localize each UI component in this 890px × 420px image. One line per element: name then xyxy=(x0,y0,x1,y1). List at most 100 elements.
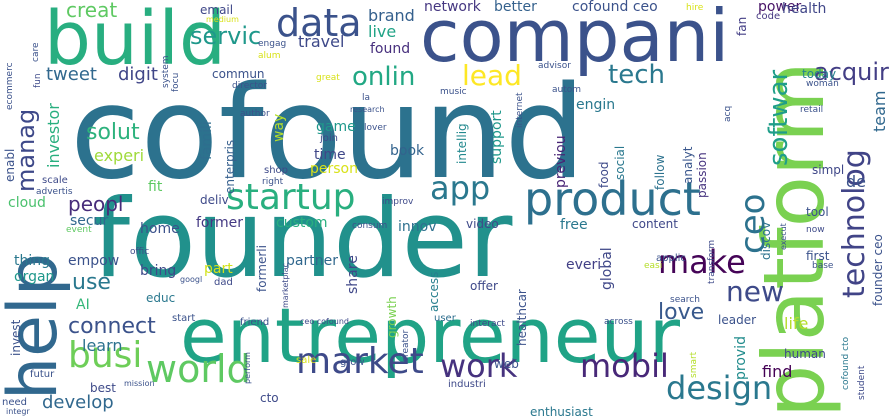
word: network xyxy=(424,0,481,15)
word: easi xyxy=(644,261,663,271)
word: better xyxy=(494,0,537,15)
word: busi xyxy=(68,335,143,376)
word: tweet xyxy=(46,64,97,85)
word: formerli xyxy=(255,245,269,292)
word: interact xyxy=(470,319,505,329)
word: app xyxy=(430,169,491,207)
word: former xyxy=(196,215,244,231)
word: friend xyxy=(240,317,270,328)
word: build xyxy=(44,0,226,82)
word: grow xyxy=(340,357,365,368)
word: team xyxy=(870,90,889,132)
word: time xyxy=(314,147,346,163)
word: woman xyxy=(806,79,839,89)
word: event xyxy=(66,225,92,235)
word: follow xyxy=(653,154,667,190)
word: food xyxy=(597,161,611,188)
word: product xyxy=(524,172,701,226)
word: enthusiast xyxy=(530,405,593,419)
word: first xyxy=(806,249,830,263)
word: execut xyxy=(779,223,788,250)
word: user xyxy=(434,313,456,324)
word: previou xyxy=(553,135,569,188)
word: learn xyxy=(82,336,123,355)
word: content xyxy=(632,217,678,231)
word: focu xyxy=(171,72,181,92)
word: lover xyxy=(364,123,387,133)
word: power xyxy=(758,0,802,15)
word: system xyxy=(161,55,171,88)
word: live xyxy=(368,22,397,41)
word: growth xyxy=(385,296,399,338)
word: experi xyxy=(94,146,145,165)
word: find xyxy=(762,362,793,381)
word: secur xyxy=(70,213,109,229)
word: health xyxy=(782,1,827,17)
word: ceo cofound xyxy=(300,317,349,326)
word: marketplac xyxy=(281,263,290,308)
word: softwar xyxy=(764,69,794,166)
word: sale xyxy=(296,355,317,366)
word: passion xyxy=(695,152,709,198)
word: access xyxy=(427,271,441,312)
word: futur xyxy=(30,369,55,380)
word: share xyxy=(345,255,361,294)
word: transform xyxy=(707,239,717,284)
word: scale xyxy=(42,175,68,186)
word: care xyxy=(31,42,41,62)
word: connect xyxy=(68,314,156,339)
word: peopl xyxy=(68,192,124,216)
word: AI xyxy=(76,297,90,313)
word: use xyxy=(72,270,111,295)
word: advisor xyxy=(538,61,571,71)
word: fan xyxy=(735,16,749,36)
word: develop xyxy=(42,392,114,413)
word: digit xyxy=(118,64,158,85)
word: industri xyxy=(448,379,486,390)
word: founder ceo xyxy=(871,234,885,306)
word: director xyxy=(232,81,267,91)
word: educ xyxy=(146,291,176,305)
word: googl xyxy=(180,275,203,284)
word: cto xyxy=(260,391,279,405)
word: healthcar xyxy=(515,289,529,346)
word: deliv xyxy=(200,193,229,207)
word: engag xyxy=(258,39,287,49)
word: acq xyxy=(723,105,733,122)
word: famili xyxy=(199,121,215,160)
word: tech xyxy=(608,60,665,90)
word: design xyxy=(666,369,773,407)
word: student xyxy=(857,365,867,400)
word: now xyxy=(806,225,825,235)
word: perform xyxy=(243,352,252,384)
word: empow xyxy=(68,253,120,269)
word: fun xyxy=(33,73,43,88)
word: tool xyxy=(806,205,829,219)
word: game xyxy=(316,119,356,135)
word: travel xyxy=(298,32,345,51)
word: way xyxy=(271,113,287,142)
word: creator xyxy=(401,329,411,362)
word: leader xyxy=(718,313,757,327)
word: brand xyxy=(368,6,415,25)
word: la xyxy=(362,93,371,103)
word: right xyxy=(262,177,284,187)
word: custom xyxy=(276,215,328,231)
word: servic xyxy=(190,22,262,50)
word: cloud xyxy=(8,195,46,211)
word: human xyxy=(784,347,826,361)
word: offic xyxy=(130,247,150,257)
word: improv xyxy=(382,197,414,207)
word: smart xyxy=(689,351,699,378)
word: simpl xyxy=(812,163,845,177)
word: best xyxy=(90,381,116,395)
word: analyt xyxy=(681,146,695,184)
word: startup xyxy=(226,177,356,218)
word: de xyxy=(846,172,866,191)
word: ecommerc xyxy=(5,62,15,110)
word: found xyxy=(370,41,411,57)
word: make xyxy=(658,243,746,281)
word: cofound ceo xyxy=(572,0,658,15)
word: base xyxy=(812,261,834,271)
word: work xyxy=(440,347,518,385)
